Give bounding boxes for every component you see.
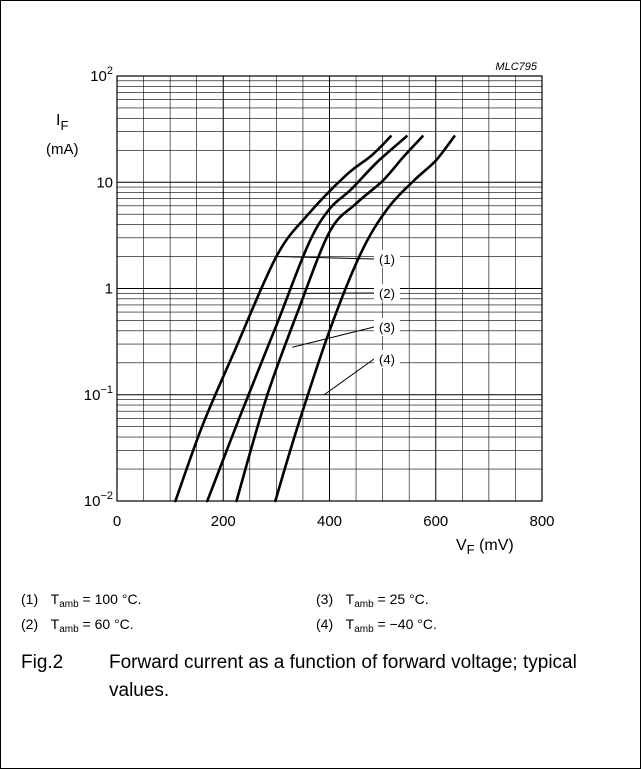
callout-label: (2) (379, 286, 395, 301)
legend-number: (3) (316, 591, 334, 607)
legend-number: (2) (21, 616, 39, 632)
legend-text: = −40 °C. (373, 616, 437, 632)
legend-subscript: amb (354, 599, 374, 610)
legend-symbol: T (50, 591, 60, 607)
chart: 0 200 400 600 800 102 10 1 10−1 10−2 IF (mA) VF (mV)… (46, 61, 555, 557)
x-tick-label: 400 (317, 513, 342, 530)
legend-symbol: T (345, 616, 355, 632)
x-tick-label: 600 (423, 513, 448, 530)
callout-background (374, 250, 400, 268)
legend-subscript: amb (354, 624, 374, 635)
series-line-4 (274, 135, 456, 503)
series-line-3 (235, 135, 424, 503)
legend-text: = 25 °C. (373, 591, 429, 607)
legend-symbol: T (345, 591, 355, 607)
callout-background (374, 350, 400, 368)
y-axis-label: IF (56, 112, 68, 133)
legend-text: = 100 °C. (78, 591, 142, 607)
legend-item-3: (3) Tamb = 25 °C. (316, 591, 429, 610)
callout-background (374, 284, 400, 302)
legend-item-2: (2) Tamb = 60 °C. (21, 616, 134, 635)
y-tick-label: 10−1 (84, 384, 113, 404)
grid (116, 75, 543, 502)
legend-subscript: amb (59, 599, 79, 610)
x-axis-label: VF (mV) (456, 537, 514, 557)
callout-background (374, 318, 400, 336)
legend-subscript: amb (59, 624, 79, 635)
y-tick-label: 10 (96, 174, 113, 191)
callout-leader (292, 326, 375, 348)
x-tick-label: 800 (529, 513, 554, 530)
legend-text: = 60 °C. (78, 616, 134, 632)
legend-number: (4) (316, 616, 334, 632)
legend-item-1: (1) Tamb = 100 °C. (21, 591, 141, 610)
legend-symbol: T (50, 616, 60, 632)
callout-label: (3) (379, 320, 395, 335)
y-tick-label: 10−2 (84, 490, 113, 510)
legend-number: (1) (21, 591, 39, 607)
y-tick-label: 102 (90, 65, 113, 85)
callout-label: (4) (379, 352, 395, 367)
y-tick-label: 1 (105, 281, 113, 298)
figure-number: Fig.2 (21, 652, 64, 673)
callout-leader (323, 358, 375, 396)
plot-border (116, 75, 543, 502)
caption-text: Forward current as a function of forward… (109, 652, 577, 701)
y-axis-unit: (mA) (46, 141, 79, 158)
callout-leader (276, 256, 375, 260)
callout-label: (1) (379, 252, 395, 267)
legend-item-4: (4) Tamb = −40 °C. (316, 616, 437, 635)
series-line-1 (174, 135, 392, 503)
figure-code: MLC795 (495, 61, 537, 73)
x-tick-label: 200 (211, 513, 236, 530)
x-tick-label: 0 (113, 513, 121, 530)
series-line-2 (206, 135, 408, 503)
